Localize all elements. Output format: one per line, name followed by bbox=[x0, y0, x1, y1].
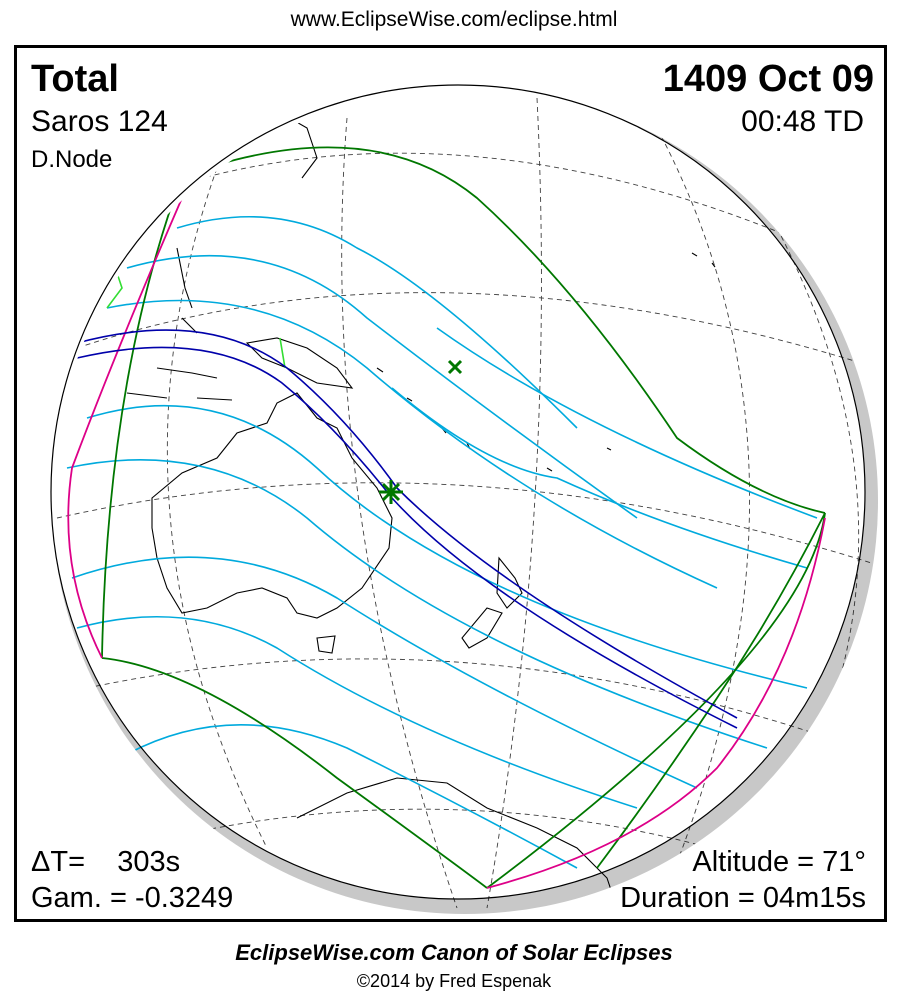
gamma: Gam. = -0.3249 bbox=[31, 882, 234, 914]
site-url: www.EclipseWise.com/eclipse.html bbox=[290, 8, 618, 31]
saros-number: Saros 124 bbox=[31, 105, 168, 138]
new-guinea-outline bbox=[245, 337, 354, 389]
globe-outline bbox=[50, 84, 866, 900]
indonesia-islands bbox=[126, 367, 233, 401]
star-icon bbox=[379, 480, 403, 504]
eclipse-date: 1409 Oct 09 bbox=[662, 58, 874, 100]
eclipse-time: 00:48 TD bbox=[741, 105, 864, 138]
rise-set-curves bbox=[67, 197, 826, 889]
eclipse-type: Total bbox=[31, 58, 119, 100]
penumbra-limits bbox=[101, 146, 826, 889]
eclipse-map-frame: Total Saros 124 D.Node 1409 Oct 09 00:48… bbox=[14, 45, 887, 922]
tasmania-outline bbox=[316, 635, 336, 654]
globe-map bbox=[50, 84, 878, 914]
totality-duration: Duration = 04m15s bbox=[620, 882, 866, 914]
new-zealand-south bbox=[461, 607, 503, 649]
x-mark-icon bbox=[447, 359, 463, 375]
penumbra-contours bbox=[66, 215, 818, 869]
coastlines bbox=[126, 107, 716, 909]
sun-altitude: Altitude = 71° bbox=[692, 846, 866, 878]
canon-title: EclipseWise.com Canon of Solar Eclipses bbox=[235, 940, 673, 965]
copyright: ©2014 by Fred Espenak bbox=[356, 971, 552, 991]
central-path bbox=[76, 329, 738, 729]
australia-outline bbox=[151, 392, 393, 619]
globe-disk bbox=[51, 85, 865, 899]
node-label: D.Node bbox=[31, 146, 113, 173]
delta-t: ΔT= 303s bbox=[31, 846, 181, 878]
graticule bbox=[56, 97, 878, 909]
